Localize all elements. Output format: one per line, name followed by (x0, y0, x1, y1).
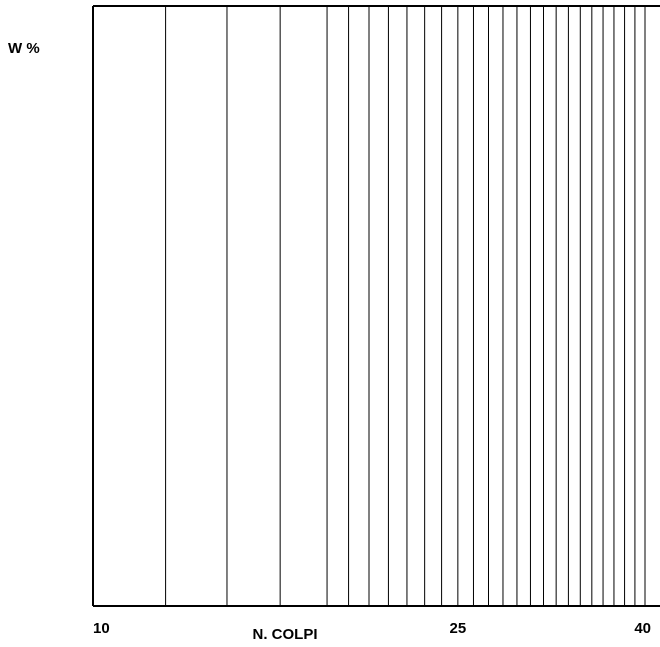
x-tick-label-10: 10 (93, 620, 110, 637)
vertical-gridlines (165, 6, 646, 606)
x-tick-labels: 10 25 40 (93, 620, 651, 637)
plot-frame (92, 5, 660, 607)
x-axis-label: N. COLPI (252, 626, 317, 643)
x-tick-label-40: 40 (634, 620, 651, 637)
y-axis-label: W % (8, 40, 40, 57)
x-tick-label-25: 25 (450, 620, 467, 637)
